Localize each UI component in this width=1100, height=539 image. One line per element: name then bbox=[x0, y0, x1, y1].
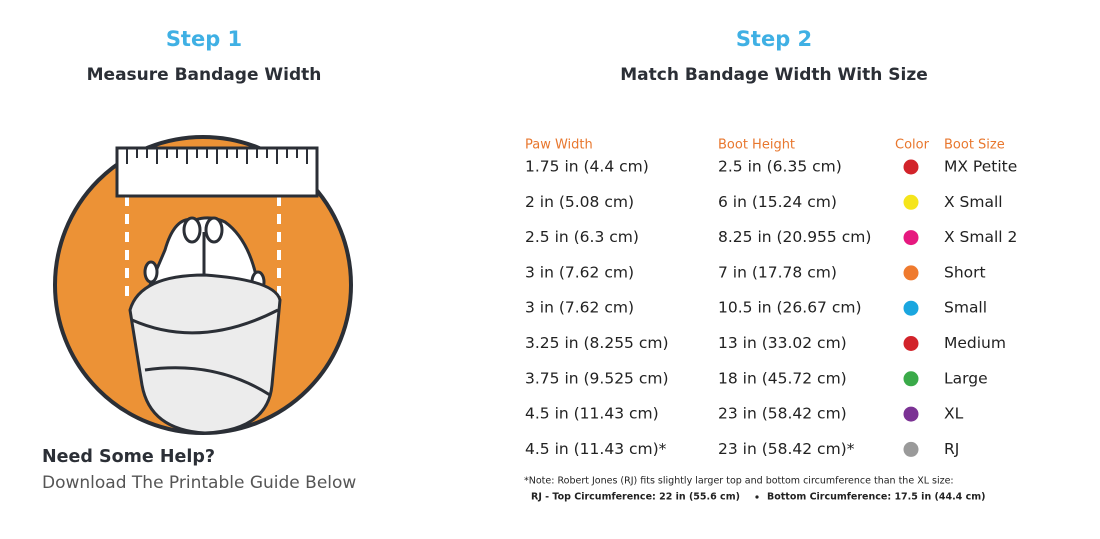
paw-width: 3.25 in (8.255 cm) bbox=[525, 334, 669, 352]
boot-size: Large bbox=[944, 369, 988, 387]
boot-height: 7 in (17.78 cm) bbox=[718, 263, 837, 281]
boot-size: X Small bbox=[944, 193, 1003, 211]
column-header: Boot Height bbox=[718, 138, 795, 153]
boot-height: 2.5 in (6.35 cm) bbox=[718, 158, 842, 176]
boot-height: 8.25 in (20.955 cm) bbox=[718, 228, 871, 246]
color-dot bbox=[903, 371, 919, 387]
boot-height: 23 in (58.42 cm)* bbox=[718, 440, 855, 458]
column-header: Paw Width bbox=[525, 138, 593, 153]
boot-size: MX Petite bbox=[944, 158, 1017, 176]
step2-label: Step 2 bbox=[736, 27, 812, 51]
illustration bbox=[53, 135, 353, 435]
color-dot bbox=[903, 194, 919, 210]
boot-size: Short bbox=[944, 263, 986, 281]
note-top: RJ - Top Circumference: 22 in (55.6 cm) bbox=[531, 492, 740, 503]
boot-height: 18 in (45.72 cm) bbox=[718, 369, 847, 387]
color-dot bbox=[903, 441, 919, 457]
boot-size: XL bbox=[944, 405, 964, 423]
boot-height: 6 in (15.24 cm) bbox=[718, 193, 837, 211]
boot-size: Small bbox=[944, 299, 987, 317]
boot-height: 10.5 in (26.67 cm) bbox=[718, 299, 862, 317]
color-dot bbox=[903, 300, 919, 316]
help-title: Need Some Help? bbox=[42, 447, 215, 467]
column-header: Boot Size bbox=[944, 138, 1005, 153]
note-text: *Note: Robert Jones (RJ) fits slightly l… bbox=[524, 476, 954, 487]
color-dot bbox=[903, 159, 919, 175]
separator bbox=[755, 495, 759, 499]
boot-size: X Small 2 bbox=[944, 228, 1017, 246]
paw-width: 2 in (5.08 cm) bbox=[525, 193, 634, 211]
paw-width: 3.75 in (9.525 cm) bbox=[525, 369, 669, 387]
color-dot bbox=[903, 230, 919, 246]
boot-size: RJ bbox=[944, 440, 959, 458]
boot-size: Medium bbox=[944, 334, 1006, 352]
help-text: Download The Printable Guide Below bbox=[42, 473, 356, 493]
color-dot bbox=[903, 406, 919, 422]
step2-title: Match Bandage Width With Size bbox=[620, 65, 928, 85]
boot-height: 23 in (58.42 cm) bbox=[718, 405, 847, 423]
color-dot bbox=[903, 265, 919, 281]
column-header: Color bbox=[895, 138, 930, 153]
paw-width: 3 in (7.62 cm) bbox=[525, 299, 634, 317]
paw-width: 4.5 in (11.43 cm)* bbox=[525, 440, 667, 458]
note-bottom: Bottom Circumference: 17.5 in (44.4 cm) bbox=[767, 492, 985, 503]
step1-title: Measure Bandage Width bbox=[87, 65, 322, 85]
paw-width: 4.5 in (11.43 cm) bbox=[525, 405, 659, 423]
step1-label: Step 1 bbox=[166, 27, 242, 51]
paw-width: 2.5 in (6.3 cm) bbox=[525, 228, 639, 246]
paw-width: 1.75 in (4.4 cm) bbox=[525, 158, 649, 176]
boot-height: 13 in (33.02 cm) bbox=[718, 334, 847, 352]
paw-width: 3 in (7.62 cm) bbox=[525, 263, 634, 281]
color-dot bbox=[903, 336, 919, 351]
